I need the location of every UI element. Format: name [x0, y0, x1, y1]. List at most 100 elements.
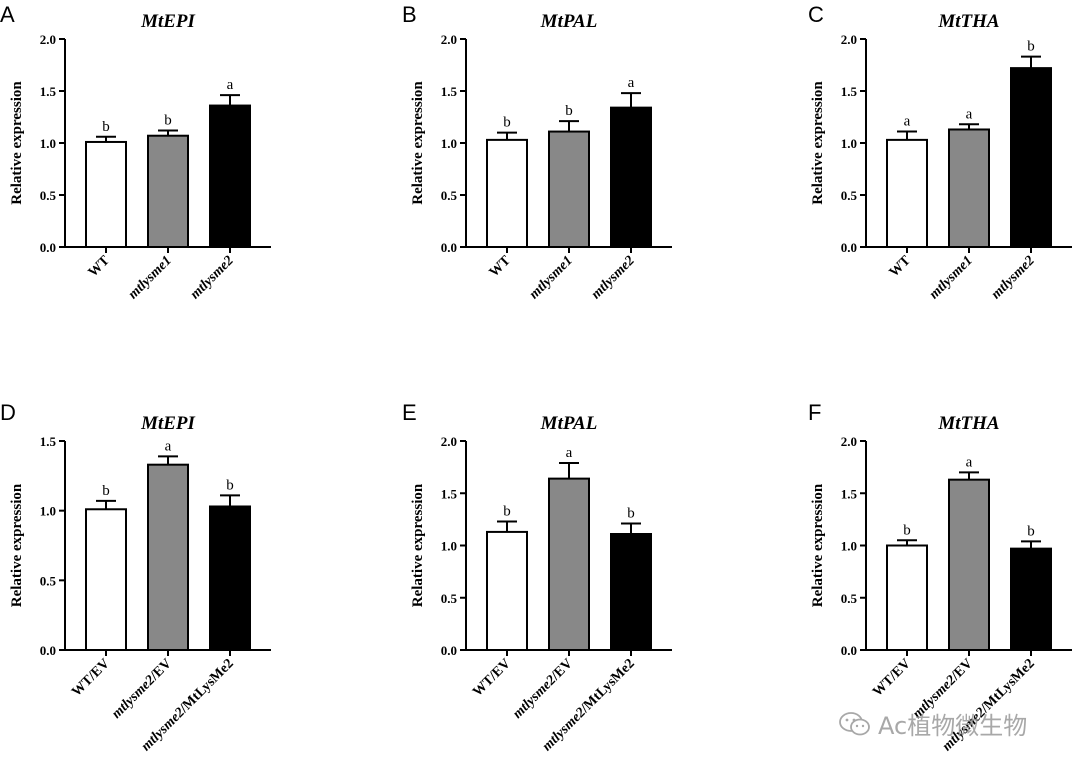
- chart-title: MtEPI: [140, 413, 195, 434]
- x-tick-label: WT/EV: [870, 656, 914, 700]
- panel-b: B MtPAL Relative expression 0.0 0.5 1.0 1.5 2.0…: [402, 2, 672, 302]
- chart-title: MtPAL: [540, 11, 598, 32]
- y-tick-label: 0.0: [441, 643, 457, 658]
- panel-a: A MtEPI Relative expression 0.0 0.5 1.0 1.5 2.0…: [0, 2, 271, 302]
- watermark-text: Ac植物微生物: [878, 712, 1028, 740]
- significance-letter: a: [628, 75, 635, 91]
- panel-letter: C: [808, 2, 824, 27]
- x-tick-label: mtlysme2/EV: [510, 656, 576, 722]
- y-axis-label: Relative expression: [810, 81, 826, 205]
- y-tick-label: 1.0: [841, 539, 857, 554]
- significance-letter: a: [566, 445, 573, 461]
- y-tick-label: 0.0: [40, 643, 56, 658]
- y-tick-label: 1.5: [841, 486, 858, 501]
- significance-letter: b: [565, 103, 573, 119]
- watermark: Ac植物微生物: [838, 706, 1027, 741]
- panel-e: E MtPAL Relative expression 0.0 0.5 1.0 1.5 2.0…: [402, 400, 672, 754]
- y-tick-label: 0.5: [40, 573, 57, 588]
- significance-letter: b: [1027, 523, 1035, 539]
- y-axis-label: Relative expression: [410, 81, 426, 205]
- x-tick-label: mtlysme1: [927, 253, 976, 302]
- bar-3: [610, 106, 652, 248]
- significance-letter: a: [904, 114, 911, 130]
- bar-2: [948, 478, 990, 652]
- bar-1: [85, 140, 127, 249]
- y-tick-label: 1.0: [40, 504, 56, 519]
- bar-3: [209, 104, 251, 248]
- y-tick-label: 2.0: [441, 32, 457, 47]
- y-tick-label: 2.0: [40, 32, 56, 47]
- significance-letter: b: [164, 113, 172, 129]
- y-tick-label: 1.5: [441, 486, 458, 501]
- chart-title: MtTHA: [937, 11, 999, 32]
- y-axis-label: Relative expression: [9, 483, 25, 607]
- x-tick-label: WT: [487, 253, 515, 281]
- y-axis-label: Relative expression: [810, 483, 826, 607]
- bar-1: [486, 530, 528, 651]
- significance-letter: b: [102, 119, 110, 135]
- significance-letter: b: [226, 477, 234, 493]
- y-tick-label: 1.5: [441, 84, 458, 99]
- y-tick-label: 0.5: [841, 591, 858, 606]
- x-tick-label: mtlysme1: [527, 253, 576, 302]
- x-tick-label: mtlysme2: [589, 253, 638, 302]
- x-tick-label: mtlysme1: [126, 253, 175, 302]
- y-tick-label: 2.0: [841, 434, 857, 449]
- y-tick-label: 1.0: [841, 136, 857, 151]
- x-tick-label: mtlysme2/EV: [109, 656, 175, 722]
- bar-1: [886, 138, 928, 249]
- y-tick-label: 2.0: [441, 434, 457, 449]
- y-tick-label: 1.0: [441, 136, 457, 151]
- wechat-icon: [839, 711, 870, 735]
- significance-letter: a: [165, 438, 172, 454]
- chart-title: MtTHA: [937, 413, 999, 434]
- y-tick-label: 2.0: [841, 32, 857, 47]
- y-axis-label: Relative expression: [9, 81, 25, 205]
- panel-letter: F: [808, 400, 821, 425]
- x-tick-label: WT: [86, 253, 114, 281]
- panel-c: C MtTHA Relative expression 0.0 0.5 1.0 1.5 2.0…: [808, 2, 1072, 302]
- bar-2: [147, 463, 189, 652]
- significance-letter: a: [966, 454, 973, 470]
- y-tick-label: 1.0: [40, 136, 56, 151]
- significance-letter: b: [903, 522, 911, 538]
- y-tick-label: 0.0: [841, 240, 857, 255]
- significance-letter: b: [102, 483, 110, 499]
- chart-title: MtEPI: [140, 11, 195, 32]
- panel-letter: B: [402, 2, 417, 27]
- y-tick-label: 0.5: [841, 188, 858, 203]
- bar-2: [548, 477, 590, 651]
- bar-3: [610, 533, 652, 652]
- significance-letter: a: [966, 106, 973, 122]
- panel-f: F MtTHA Relative expression 0.0 0.5 1.0 1.5 2.0…: [808, 400, 1072, 754]
- bar-1: [486, 138, 528, 249]
- y-tick-label: 0.0: [441, 240, 457, 255]
- y-tick-label: 1.5: [40, 434, 57, 449]
- bar-3: [1010, 67, 1052, 249]
- significance-letter: b: [627, 506, 635, 522]
- significance-letter: a: [227, 77, 234, 93]
- x-tick-label: WT: [887, 253, 915, 281]
- bar-2: [948, 128, 990, 248]
- bar-1: [886, 544, 928, 651]
- chart-title: MtPAL: [540, 413, 598, 434]
- bar-2: [147, 134, 189, 248]
- x-tick-label: WT/EV: [69, 656, 113, 700]
- bar-3: [209, 505, 251, 651]
- y-tick-label: 0.0: [40, 240, 56, 255]
- significance-letter: b: [503, 503, 511, 519]
- y-tick-label: 0.5: [441, 188, 458, 203]
- y-tick-label: 1.5: [841, 84, 858, 99]
- significance-letter: b: [503, 115, 511, 131]
- y-tick-label: 0.5: [40, 188, 57, 203]
- x-tick-label: mtlysme2: [188, 253, 237, 302]
- bar-2: [548, 130, 590, 248]
- bar-1: [85, 508, 127, 652]
- x-tick-label: WT/EV: [470, 656, 514, 700]
- x-tick-label: mtlysme2: [989, 253, 1038, 302]
- bar-3: [1010, 547, 1052, 652]
- y-axis-label: Relative expression: [410, 483, 426, 607]
- panel-letter: A: [0, 2, 15, 27]
- y-tick-label: 1.5: [40, 84, 57, 99]
- panel-letter: E: [402, 400, 417, 425]
